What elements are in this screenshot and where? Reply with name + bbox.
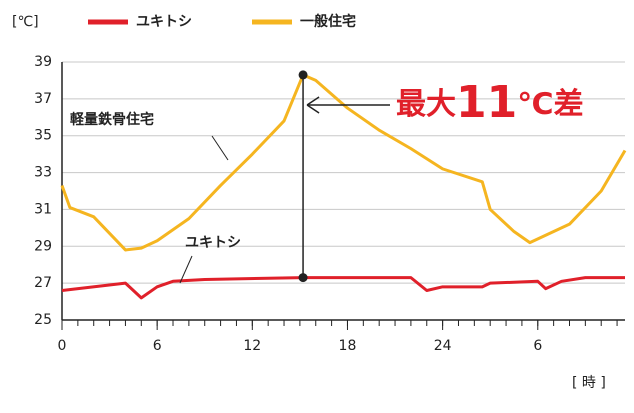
y-tick-label: 39: [34, 54, 52, 70]
series-line: [60, 73, 627, 252]
difference-label: 最大11℃差: [396, 77, 584, 128]
series-label: 軽量鉄骨住宅: [70, 111, 154, 128]
x-tick-label: 6: [533, 338, 542, 354]
difference-dot: [298, 273, 308, 283]
y-tick-label: 31: [34, 201, 52, 217]
y-tick-label: 35: [34, 128, 52, 144]
y-unit: [℃]: [12, 14, 39, 30]
difference-label-part: 11: [456, 77, 517, 128]
y-tick-label: 33: [34, 165, 52, 181]
x-tick-label: 6: [153, 338, 162, 354]
difference-label-part: 最大: [396, 87, 456, 122]
x-unit: [ 時 ]: [572, 375, 606, 391]
leader: [179, 255, 193, 284]
difference-dot: [298, 70, 308, 80]
legend-label: 一般住宅: [300, 13, 356, 30]
leader: [211, 135, 229, 161]
x-tick-label: 12: [243, 338, 261, 354]
series-line: [61, 276, 625, 300]
y-tick-label: 29: [34, 238, 52, 254]
y-tick-label: 37: [34, 91, 52, 107]
y-tick-label: 27: [34, 275, 52, 291]
legend-label: ユキトシ: [136, 14, 192, 30]
y-tick-label: 25: [34, 312, 52, 328]
x-tick-label: 0: [58, 338, 67, 354]
difference-label-part: ℃差: [517, 87, 583, 122]
x-tick-label: 18: [339, 338, 357, 354]
series-label: ユキトシ: [185, 235, 241, 251]
arrow-head: [306, 96, 320, 114]
x-tick-label: 24: [434, 338, 452, 354]
